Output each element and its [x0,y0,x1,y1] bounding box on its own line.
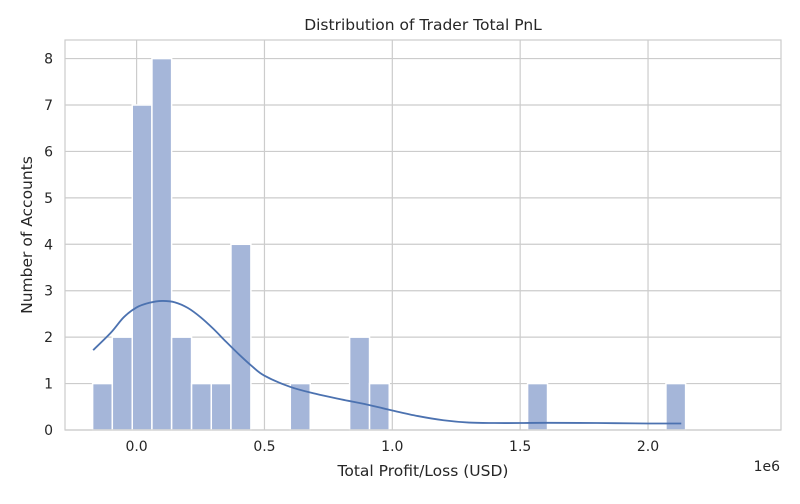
y-tick-label: 8 [44,52,53,68]
histogram-bar [91,382,114,431]
y-tick-label: 1 [44,377,53,393]
histogram-bar [170,336,193,431]
x-axis-label: Total Profit/Loss (USD) [337,462,509,480]
x-tick-label: 1.5 [509,439,531,455]
histogram-bar [230,243,252,431]
x-tick-label: 2.0 [637,439,659,455]
x-tick-labels: 0.0 0.5 1.0 1.5 2.0 [125,439,659,455]
kde-layer [92,300,682,425]
y-axis-label: Number of Accounts [18,156,36,314]
histogram-bar [111,336,134,431]
histogram-bar [210,382,232,431]
x-offset-label: 1e6 [754,459,781,475]
y-tick-labels: 0 1 2 3 4 5 6 7 8 [44,52,53,439]
plot-frame [64,39,782,431]
y-tick-label: 7 [44,98,53,114]
histogram-bar [190,382,213,431]
y-tick-label: 6 [44,144,53,160]
y-tick-label: 4 [44,237,53,253]
x-tick-label: 0.5 [253,439,275,455]
histogram-bar [348,336,371,431]
y-tick-label: 2 [44,330,53,346]
x-tick-label: 1.0 [381,439,403,455]
kde-curve [92,300,682,425]
y-tick-label: 3 [44,284,53,300]
histogram-bar [151,57,173,431]
histogram-bar [131,104,153,431]
chart-title: Distribution of Trader Total PnL [304,16,542,34]
x-tick-label: 0.0 [125,439,147,455]
y-tick-label: 0 [44,423,53,439]
y-tick-label: 5 [44,191,53,207]
